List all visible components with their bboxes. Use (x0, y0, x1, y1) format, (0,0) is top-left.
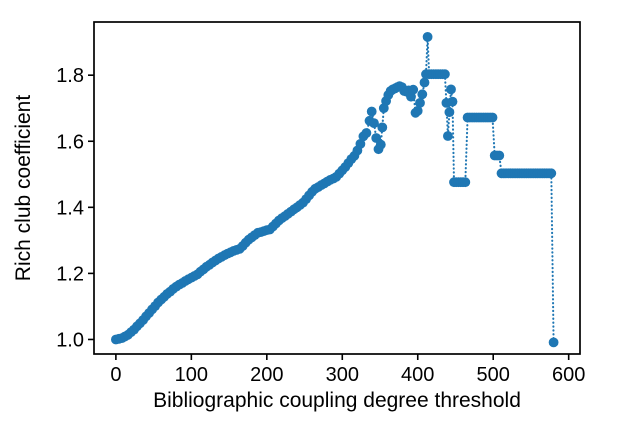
data-point (375, 139, 386, 150)
data-point (355, 139, 366, 149)
data-point (366, 106, 377, 117)
data-points (111, 32, 559, 348)
data-point (440, 69, 450, 80)
series-dotted-line (114, 35, 555, 344)
plot-border (93, 21, 581, 355)
x-tick-label: 600 (552, 364, 585, 386)
data-point (444, 107, 455, 118)
y-tick-label: 1.2 (56, 263, 84, 285)
data-point (548, 337, 559, 348)
data-point (419, 77, 430, 88)
data-point (408, 84, 419, 95)
x-tick-label: 500 (477, 364, 510, 386)
y-tick-label: 1.4 (56, 197, 84, 219)
y-axis-label: Rich club coefficient (12, 95, 35, 282)
data-point (487, 112, 498, 123)
data-point (377, 122, 388, 133)
x-tick-label: 100 (175, 364, 208, 386)
x-tick-label: 200 (250, 364, 283, 386)
axis-ticks: 0 100 200 300 400 500 600 1.0 1.2 1.4 1.6 1.8 (56, 65, 585, 386)
data-point (443, 131, 453, 141)
data-point (422, 32, 433, 42)
data-point (494, 150, 505, 161)
data-point (460, 177, 471, 188)
x-tick-label: 400 (401, 364, 434, 386)
x-tick-label: 0 (110, 364, 121, 386)
x-tick-label: 300 (326, 364, 359, 386)
x-axis-label: Bibliographic coupling degree threshold (153, 389, 521, 412)
data-point (417, 89, 428, 100)
data-point (412, 106, 423, 116)
data-point (447, 96, 458, 107)
data-point (415, 98, 425, 108)
data-point (369, 118, 379, 128)
data-point (546, 168, 557, 179)
y-tick-label: 1.8 (56, 65, 84, 87)
data-point (446, 84, 456, 95)
y-tick-label: 1.6 (56, 131, 84, 153)
y-tick-label: 1.0 (56, 329, 84, 351)
data-line (114, 35, 555, 344)
data-point (361, 128, 372, 138)
